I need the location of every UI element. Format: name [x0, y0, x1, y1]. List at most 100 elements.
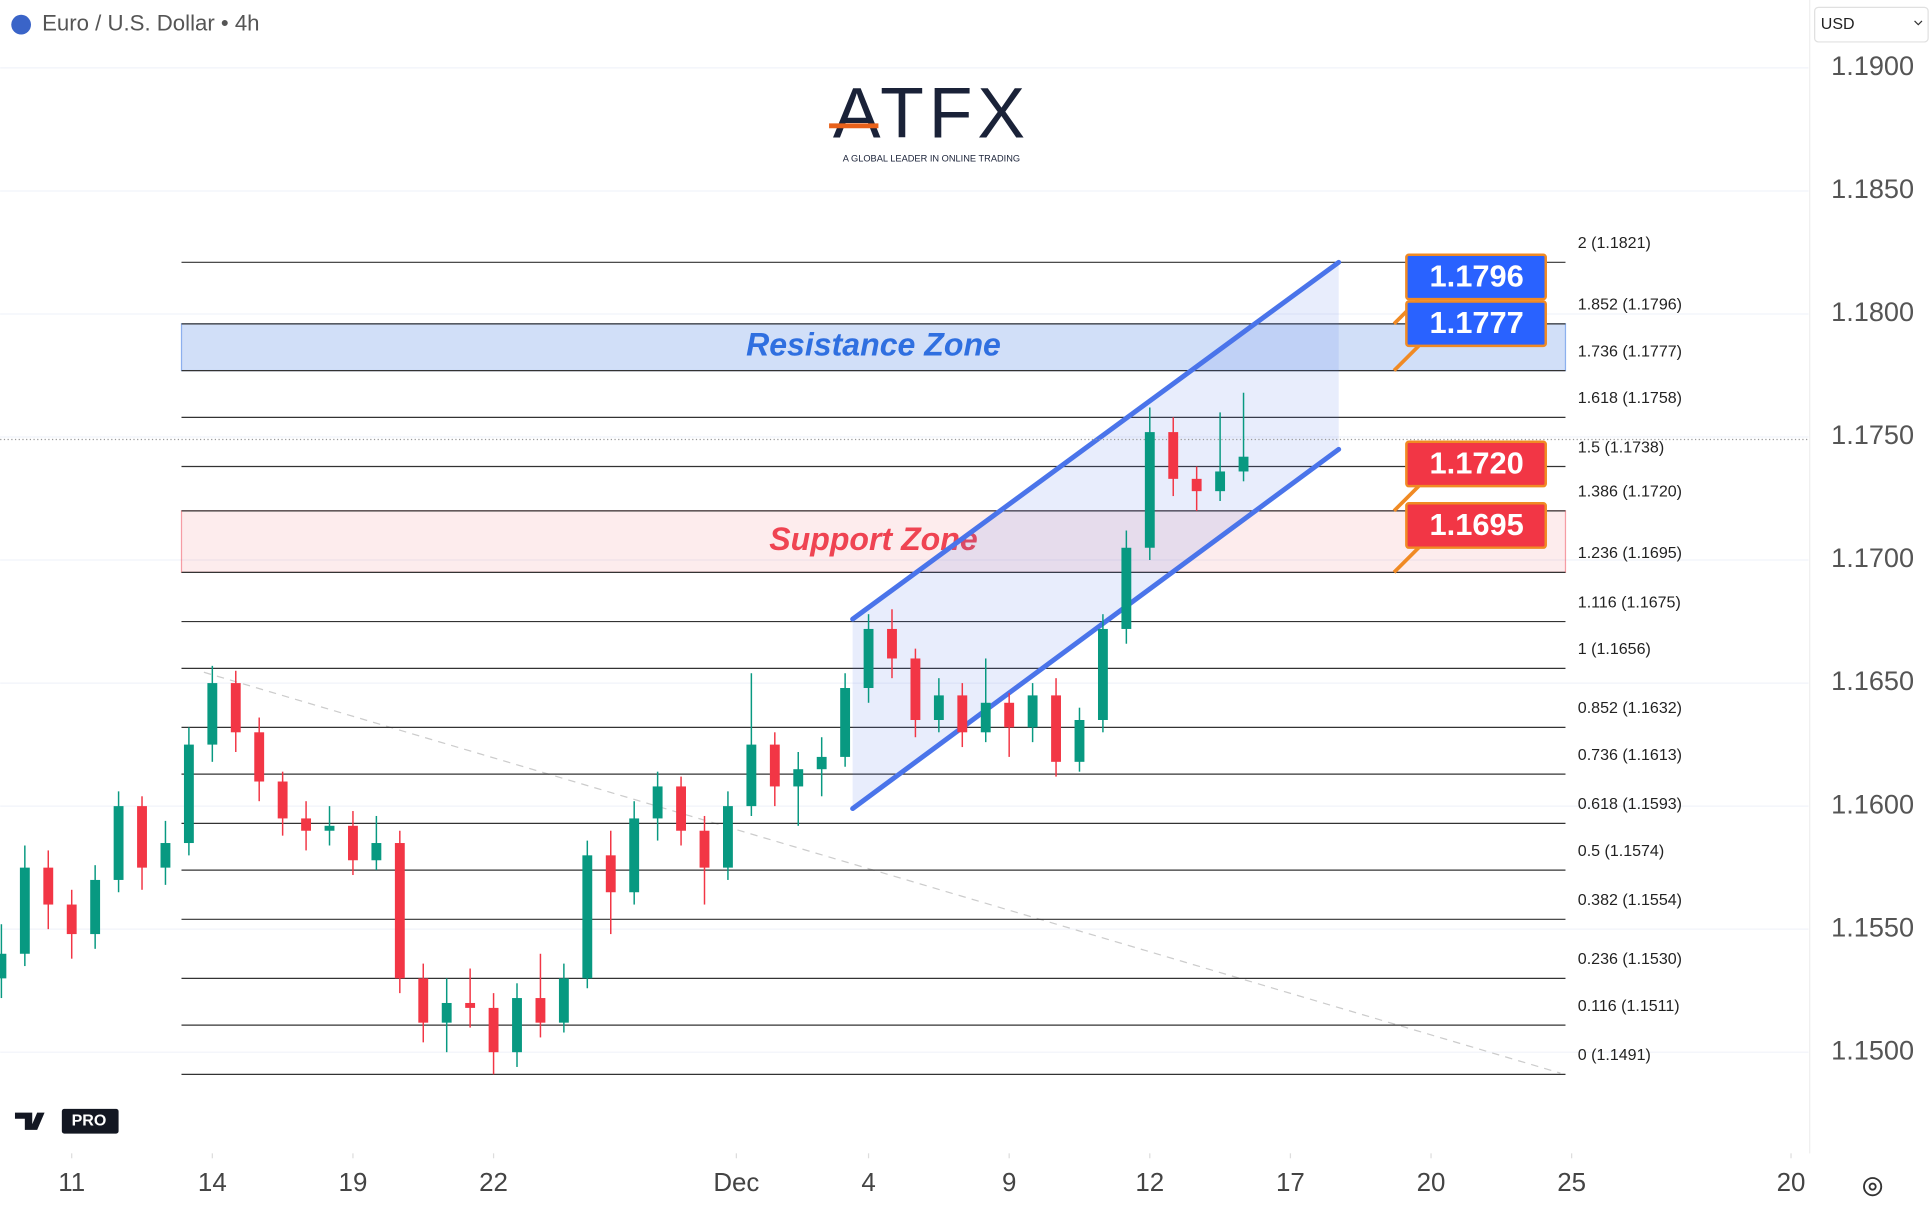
y-tick-label: 1.1700	[1831, 542, 1914, 573]
candle-body	[43, 867, 54, 905]
candle-body	[769, 744, 780, 787]
candle-body	[1004, 702, 1015, 728]
fib-label: 1.736 (1.1777)	[1578, 342, 1682, 360]
price-tag	[1405, 502, 1547, 549]
candle-body	[207, 683, 218, 745]
candle-body	[629, 818, 640, 893]
candle-body	[863, 628, 874, 689]
x-tick-label: 11	[58, 1169, 85, 1197]
candle-body	[230, 683, 241, 733]
price-tag	[1405, 440, 1547, 488]
brand-tagline: A GLOBAL LEADER IN ONLINE TRADING	[843, 154, 1020, 164]
price-tag-label: 1.1720	[1430, 445, 1524, 480]
candle-body	[512, 998, 522, 1053]
x-tick-label: 14	[198, 1169, 227, 1197]
x-tick-label: 25	[1557, 1169, 1586, 1197]
fib-label: 1.618 (1.1758)	[1578, 389, 1682, 407]
price-tag-label: 1.1695	[1430, 507, 1524, 542]
x-tick-label: Dec	[713, 1169, 759, 1197]
candle-body	[137, 806, 147, 868]
fib-label: 0.116 (1.1511)	[1578, 997, 1680, 1015]
candle-body	[1097, 628, 1108, 720]
candle-body	[394, 843, 405, 979]
candle-body	[348, 825, 358, 861]
channel-line	[850, 259, 1342, 622]
symbol-icon	[11, 14, 32, 35]
candle-body	[1238, 456, 1249, 472]
settings-icon[interactable]	[1863, 1177, 1883, 1197]
y-tick-label: 1.1650	[1831, 665, 1914, 696]
fib-label: 1.5 (1.1738)	[1578, 438, 1664, 456]
candle-body	[1215, 471, 1226, 492]
zone-label: Resistance Zone	[746, 327, 1001, 363]
zone	[180, 510, 1567, 573]
candle-body	[535, 998, 546, 1023]
fib-label: 0 (1.1491)	[1578, 1046, 1651, 1064]
pro-text: PRO	[72, 1111, 107, 1129]
currency-label: USD	[1821, 15, 1855, 33]
y-tick-label: 1.1600	[1831, 788, 1914, 819]
fib-label: 1.386 (1.1720)	[1578, 483, 1682, 501]
candle-body	[957, 695, 968, 733]
candle-body	[723, 806, 733, 868]
candle-body	[1168, 432, 1179, 479]
candle-body	[1074, 719, 1085, 762]
fib-label: 1 (1.1656)	[1578, 640, 1651, 658]
channel-line	[850, 446, 1342, 812]
candle-body	[980, 702, 991, 733]
candle-body	[1051, 695, 1061, 762]
tag-pointer	[1392, 344, 1421, 372]
settings-ring	[1863, 1177, 1883, 1197]
candle-body	[652, 786, 663, 819]
candle-body	[254, 732, 265, 782]
fib-label: 2 (1.1821)	[1578, 234, 1651, 252]
y-tick-label: 1.1500	[1831, 1034, 1914, 1065]
fib-label: 1.236 (1.1695)	[1578, 544, 1682, 562]
currency-select[interactable]	[1814, 6, 1929, 43]
price-tag-label: 1.1777	[1430, 305, 1524, 340]
y-tick-label: 1.1550	[1831, 911, 1914, 942]
x-tick-label: 19	[339, 1169, 368, 1197]
fib-label: 0.5 (1.1574)	[1578, 842, 1664, 860]
candle-body	[746, 744, 757, 807]
candle-body	[113, 806, 124, 880]
tag-pointer	[1392, 546, 1421, 574]
candle-body	[371, 843, 382, 861]
candle-body	[558, 978, 569, 1023]
fib-label: 0.618 (1.1593)	[1578, 795, 1682, 813]
y-tick-label: 1.1850	[1831, 173, 1914, 204]
symbol-title: Euro / U.S. Dollar • 4h	[42, 11, 259, 36]
fib-label: 0.382 (1.1554)	[1578, 891, 1682, 909]
zone	[180, 323, 1567, 372]
candle-body	[793, 769, 804, 787]
dropdown-arrow	[1914, 20, 1923, 26]
candle-body	[465, 1002, 476, 1008]
y-tick-label: 1.1800	[1831, 296, 1914, 327]
fib-label: 1.116 (1.1675)	[1578, 593, 1681, 611]
candle-body	[582, 855, 593, 979]
candle-body	[1121, 547, 1132, 629]
tag-pointer	[1392, 484, 1421, 513]
candle-body	[441, 1002, 452, 1023]
candle-body	[160, 843, 171, 868]
brand-logo: ATFX	[833, 73, 1030, 153]
candle-body	[90, 879, 101, 935]
x-tick-label: 20	[1777, 1169, 1806, 1197]
price-tag	[1405, 253, 1547, 301]
price-tag-label: 1.1796	[1430, 258, 1524, 293]
candle-body	[887, 628, 897, 659]
candle-body	[933, 695, 944, 720]
x-tick-label: 9	[1002, 1169, 1016, 1197]
candle-body	[1027, 695, 1038, 728]
tv-logo: PRO	[14, 1108, 119, 1134]
x-tick-label: 20	[1417, 1169, 1446, 1197]
candle-body	[910, 658, 921, 720]
fib-label: 0.236 (1.1530)	[1578, 950, 1682, 968]
candle-body	[418, 978, 429, 1023]
trendline	[203, 671, 1561, 1074]
candle-body	[676, 786, 686, 831]
candle-body	[324, 825, 335, 831]
